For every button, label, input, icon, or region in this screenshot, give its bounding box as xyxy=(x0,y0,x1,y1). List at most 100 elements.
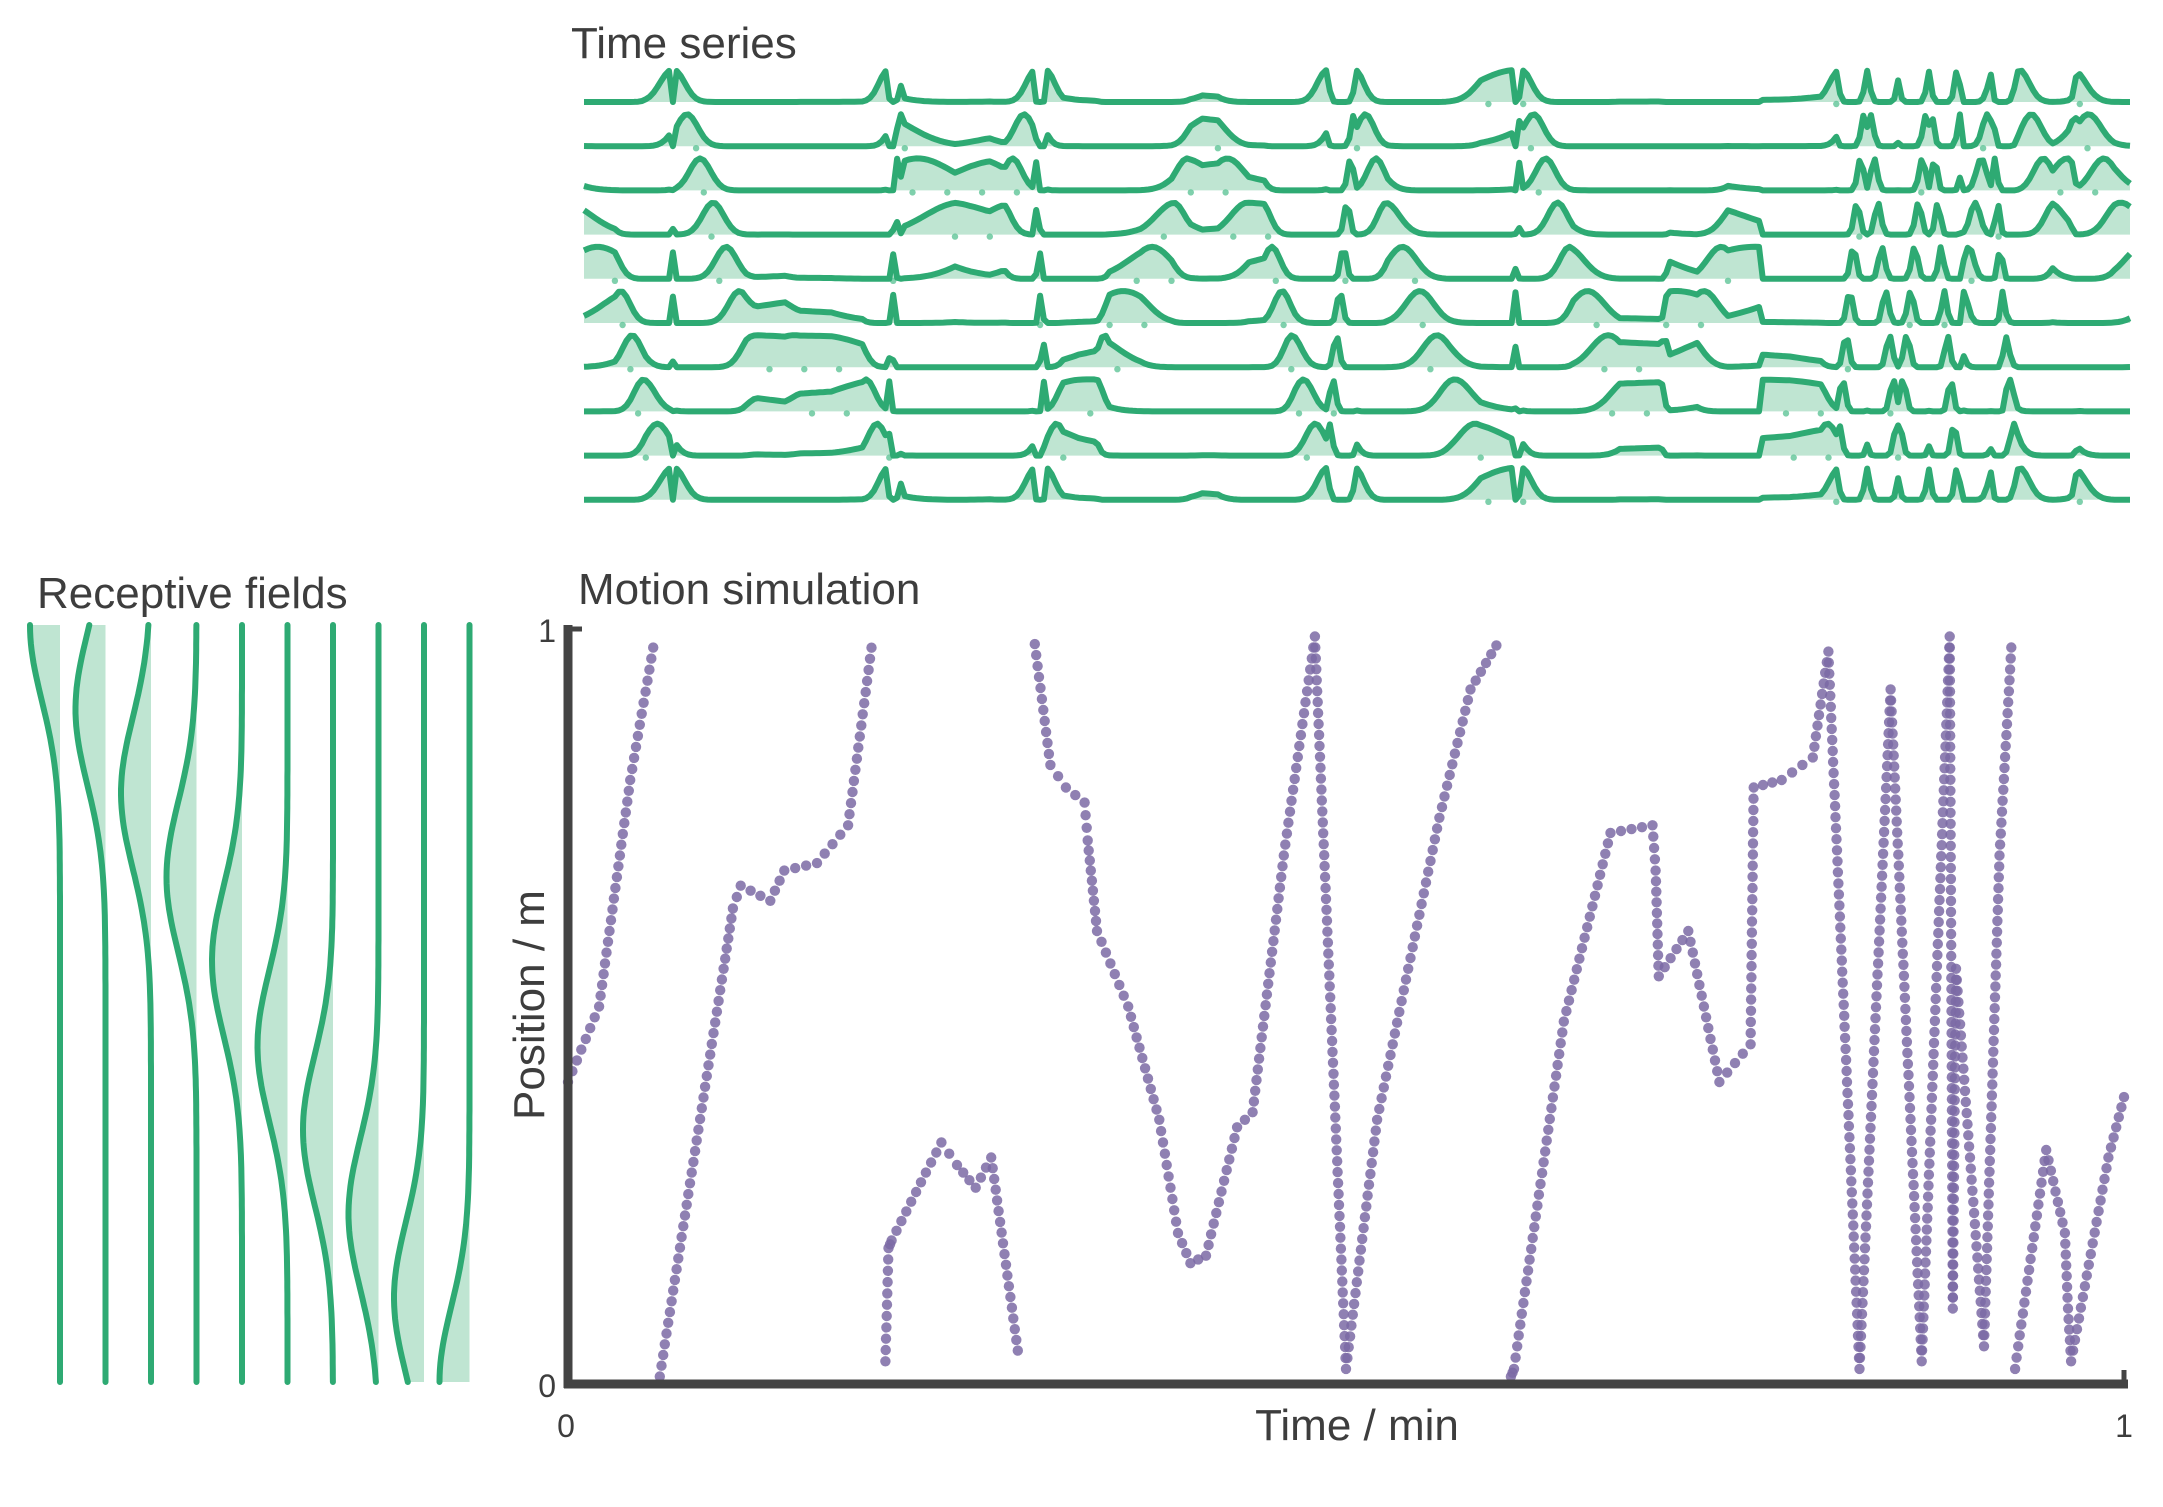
motion-point-207 xyxy=(1142,1073,1154,1084)
motion-point-141 xyxy=(951,1159,963,1171)
motion-point-1056 xyxy=(2103,1152,2114,1163)
motion-point-355 xyxy=(1346,1320,1357,1331)
motion-point-879 xyxy=(1948,1171,1960,1183)
motion-point-212 xyxy=(1155,1125,1167,1137)
motion-point-13 xyxy=(602,936,614,947)
spike-dot-7-8 xyxy=(1782,410,1790,417)
motion-point-649 xyxy=(1870,1013,1881,1024)
motion-point-491 xyxy=(1659,962,1670,973)
motion-point-316 xyxy=(1324,981,1335,992)
motion-point-151 xyxy=(991,1195,1003,1206)
motion-point-46 xyxy=(663,1317,674,1329)
motion-point-113 xyxy=(861,675,873,687)
motion-point-730 xyxy=(1911,1246,1922,1257)
motion-point-48 xyxy=(666,1296,677,1307)
motion-point-11 xyxy=(599,958,611,969)
motion-point-832 xyxy=(1945,917,1957,929)
motion-point-544 xyxy=(1810,731,1822,742)
motion-point-752 xyxy=(1921,1224,1933,1235)
motion-point-220 xyxy=(1170,1216,1182,1227)
motion-point-689 xyxy=(1890,794,1901,805)
motion-point-466 xyxy=(1589,890,1601,901)
motion-point-685 xyxy=(1888,750,1899,761)
motion-point-988 xyxy=(2001,729,2012,741)
motion-point-671 xyxy=(1881,771,1892,783)
motion-point-556 xyxy=(1825,690,1836,701)
motion-point-810 xyxy=(1944,675,1956,686)
motion-point-461 xyxy=(1576,943,1588,954)
motion-point-765 xyxy=(1927,1081,1938,1093)
motion-point-168 xyxy=(1032,660,1043,672)
motion-point-732 xyxy=(1912,1268,1923,1279)
motion-point-111 xyxy=(859,698,870,709)
motion-point-404 xyxy=(1439,791,1450,802)
motion-point-366 xyxy=(1361,1201,1372,1212)
motion-point-569 xyxy=(1831,834,1842,845)
motion-point-633 xyxy=(1862,1188,1873,1199)
motion-point-663 xyxy=(1877,859,1888,870)
motion-point-654 xyxy=(1872,958,1884,969)
motion-point-552 xyxy=(1823,646,1834,657)
motion-point-995 xyxy=(2005,653,2016,664)
motion-point-405 xyxy=(1441,780,1453,791)
motion-point-437 xyxy=(1532,1200,1543,1211)
motion-point-912 xyxy=(1962,1119,1973,1130)
motion-point-45 xyxy=(661,1328,672,1339)
motion-point-144 xyxy=(970,1182,981,1193)
motion-point-480 xyxy=(1650,865,1661,876)
motion-point-762 xyxy=(1925,1114,1937,1126)
motion-point-271 xyxy=(1289,773,1300,785)
motion-point-173 xyxy=(1039,715,1050,727)
motion-point-288 xyxy=(1311,675,1322,686)
motion-point-292 xyxy=(1313,718,1324,730)
motion-point-162 xyxy=(1008,1313,1019,1324)
motion-point-302 xyxy=(1318,828,1329,839)
motion-point-811 xyxy=(1944,686,1956,697)
motion-point-977 xyxy=(1994,850,2005,861)
motion-point-960 xyxy=(1988,1035,1999,1047)
motion-point-223 xyxy=(1181,1247,1192,1259)
motion-point-341 xyxy=(1336,1254,1347,1265)
motion-point-252 xyxy=(1263,978,1274,989)
motion-point-921 xyxy=(1969,1218,1981,1230)
motion-point-504 xyxy=(1703,1022,1714,1034)
motion-point-778 xyxy=(1932,938,1944,950)
motion-point-880 xyxy=(1948,1160,1960,1172)
motion-point-566 xyxy=(1829,800,1841,812)
spike-dot-3-1 xyxy=(951,233,959,240)
spike-dot-5-0 xyxy=(619,321,626,329)
motion-point-971 xyxy=(1992,915,2003,927)
motion-point-109 xyxy=(856,720,867,731)
motion-point-601 xyxy=(1846,1187,1858,1198)
spike-dot-2-9 xyxy=(2057,189,2064,196)
motion-point-193 xyxy=(1091,925,1103,937)
motion-point-391 xyxy=(1409,931,1421,942)
motion-point-87 xyxy=(735,880,746,891)
motion-point-1011 xyxy=(2031,1210,2043,1221)
motion-point-982 xyxy=(1997,795,2008,806)
motion-point-451 xyxy=(1554,1048,1565,1060)
spike-dot-8-6 xyxy=(1825,454,1832,461)
motion-point-139 xyxy=(936,1137,947,1148)
motion-point-464 xyxy=(1584,911,1596,922)
motion-point-991 xyxy=(2003,697,2014,708)
motion-point-456 xyxy=(1563,995,1575,1006)
motion-point-727 xyxy=(1909,1212,1921,1224)
x-tick-label-1: 1 xyxy=(2115,1408,2133,1444)
motion-point-51 xyxy=(671,1264,682,1275)
motion-point-387 xyxy=(1400,974,1412,985)
motion-point-828 xyxy=(1945,873,1957,885)
motion-point-479 xyxy=(1649,854,1661,865)
motion-point-234 xyxy=(1221,1164,1232,1176)
time-series-line-1 xyxy=(583,111,2131,150)
motion-point-398 xyxy=(1425,855,1436,867)
motion-point-57 xyxy=(681,1199,692,1211)
motion-point-447 xyxy=(1547,1092,1559,1103)
motion-point-1037 xyxy=(2065,1356,2077,1367)
motion-point-941 xyxy=(1981,1242,1993,1254)
receptive-fields-title: Receptive fields xyxy=(37,569,348,618)
motion-point-164 xyxy=(1011,1334,1022,1346)
motion-point-477 xyxy=(1648,831,1659,842)
y-tick-label-0: 0 xyxy=(538,1368,556,1404)
motion-point-600 xyxy=(1846,1176,1857,1187)
